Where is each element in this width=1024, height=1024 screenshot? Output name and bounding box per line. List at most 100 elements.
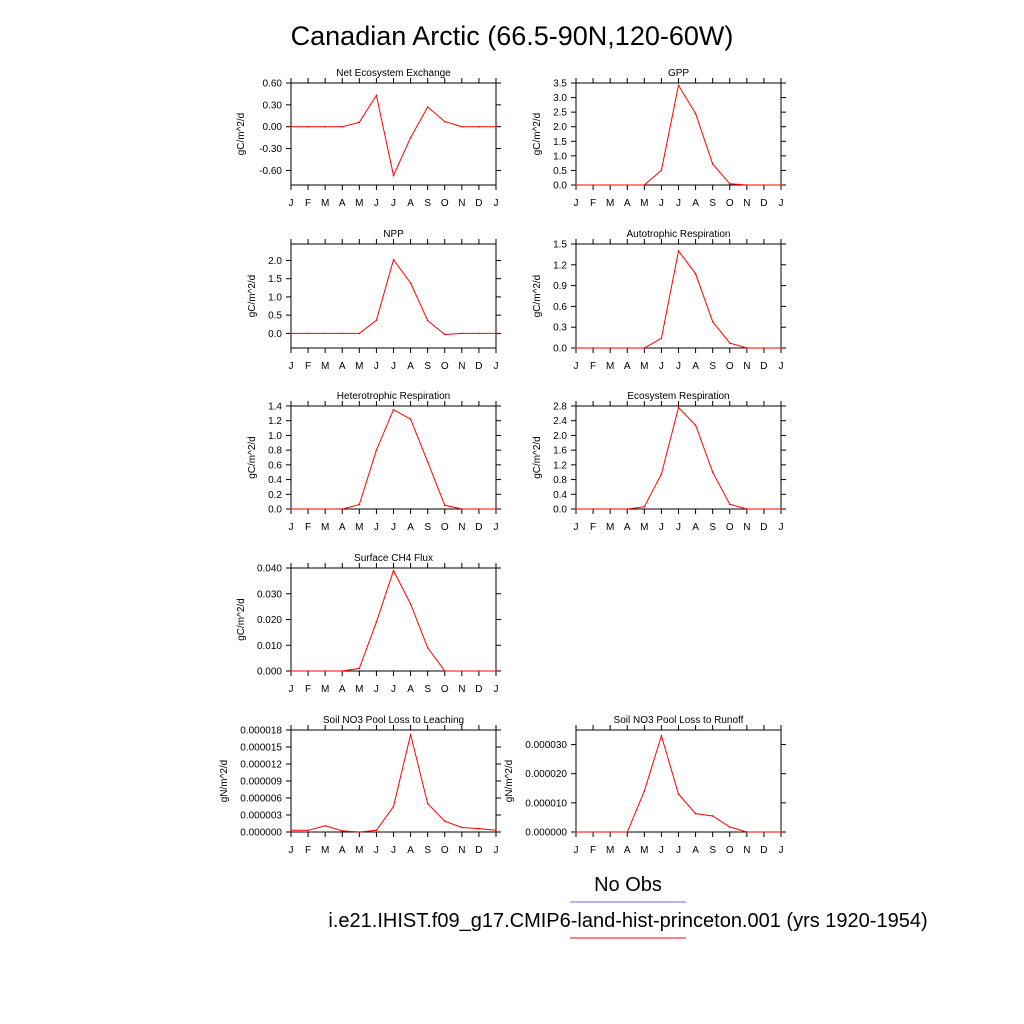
figure-title: Canadian Arctic (66.5-90N,120-60W)	[291, 21, 734, 51]
data-point	[660, 473, 663, 475]
data-point	[677, 793, 680, 795]
data-point	[307, 508, 309, 510]
y-tick-label: 0.60	[263, 79, 283, 90]
data-point	[392, 258, 395, 261]
panel-title: Ecosystem Respiration	[627, 391, 729, 402]
x-tick-label: M	[606, 361, 614, 372]
x-tick-label: D	[760, 845, 767, 856]
series-line	[576, 83, 781, 186]
x-tick-label: M	[355, 522, 363, 533]
data-point	[409, 603, 412, 605]
x-tick-label: F	[590, 522, 596, 533]
plot-frame	[290, 729, 497, 833]
data-point	[324, 125, 326, 128]
legend: No Obs i.e21.IHIST.f09_g17.CMIP6-land-hi…	[328, 874, 928, 939]
plot-frame	[575, 405, 782, 510]
y-tick-label: 0.6	[268, 460, 282, 471]
y-tick-label: 1.5	[268, 274, 282, 285]
y-tick-label: 0.000009	[240, 777, 282, 788]
data-point	[780, 831, 782, 833]
data-point	[677, 250, 680, 252]
x-tick-label: J	[391, 198, 396, 209]
data-point	[746, 831, 748, 833]
x-tick-label: F	[590, 198, 596, 209]
x-tick-label: J	[574, 198, 579, 209]
x-tick-label: O	[726, 198, 734, 209]
x-tick-label: J	[374, 845, 379, 856]
x-tick-label: J	[779, 522, 784, 533]
x-tick-label: A	[624, 845, 631, 856]
x-tick-label: A	[407, 845, 414, 856]
y-tick-label: 1.5	[553, 240, 567, 251]
x-tick-label: D	[475, 684, 482, 695]
x-tick-label: A	[692, 845, 699, 856]
x-tick-label: N	[743, 522, 750, 533]
y-tick-label: 1.6	[553, 446, 567, 457]
x-tick-label: J	[494, 845, 499, 856]
data-point	[763, 508, 765, 510]
panel-title: NPP	[383, 229, 404, 240]
series-line	[576, 406, 781, 510]
data-point	[409, 282, 412, 284]
y-tick-label: 0.30	[263, 100, 283, 111]
x-tick-label: J	[779, 845, 784, 856]
panel-title: Soil NO3 Pool Loss to Runoff	[614, 715, 744, 726]
data-point	[677, 84, 680, 87]
data-point	[780, 347, 782, 349]
plot-frame	[575, 243, 782, 349]
y-tick-label: 0.3	[553, 323, 567, 334]
y-tick-label: 3.5	[553, 79, 567, 90]
x-tick-label: A	[692, 522, 699, 533]
y-axis-label: gC/m^2/d	[532, 113, 543, 156]
y-tick-label: 2.5	[553, 108, 567, 119]
x-tick-label: D	[475, 198, 482, 209]
x-tick-label: J	[574, 845, 579, 856]
y-tick-label: 1.4	[268, 402, 282, 413]
x-tick-label: O	[441, 684, 449, 695]
series-line	[576, 249, 781, 349]
data-point	[290, 670, 292, 672]
data-point	[478, 332, 480, 335]
data-point	[341, 670, 344, 672]
data-point	[609, 508, 611, 510]
panel-title: Heterotrophic Respiration	[337, 391, 450, 402]
x-tick-label: M	[640, 845, 648, 856]
x-tick-label: J	[779, 361, 784, 372]
x-tick-label: J	[374, 198, 379, 209]
data-point	[341, 332, 344, 335]
data-point	[324, 332, 326, 335]
x-tick-label: F	[305, 522, 311, 533]
x-tick-label: S	[424, 845, 431, 856]
data-point	[375, 94, 378, 97]
x-tick-label: F	[590, 845, 596, 856]
y-tick-label: 1.0	[268, 292, 282, 303]
legend-obs-label: No Obs	[594, 874, 662, 896]
y-tick-label: 0.5	[268, 311, 282, 322]
data-point	[746, 508, 748, 510]
data-point	[575, 831, 577, 833]
data-point	[392, 805, 395, 808]
data-point	[694, 273, 697, 275]
data-point	[495, 125, 497, 128]
data-point	[290, 829, 292, 832]
y-tick-label: 1.2	[553, 460, 567, 471]
y-tick-label: 0.000010	[525, 798, 567, 809]
x-tick-label: J	[779, 198, 784, 209]
x-tick-label: M	[321, 845, 329, 856]
data-point	[409, 418, 412, 421]
x-tick-label: J	[374, 361, 379, 372]
series-line	[291, 94, 496, 178]
data-point	[728, 503, 731, 506]
x-tick-label: M	[640, 522, 648, 533]
x-tick-label: M	[355, 684, 363, 695]
x-tick-label: J	[289, 361, 294, 372]
y-tick-label: 0.8	[268, 446, 282, 457]
x-tick-label: J	[289, 845, 294, 856]
x-tick-label: J	[494, 361, 499, 372]
y-tick-label: 2.0	[553, 431, 567, 442]
data-point	[575, 347, 577, 349]
data-point	[461, 670, 463, 672]
